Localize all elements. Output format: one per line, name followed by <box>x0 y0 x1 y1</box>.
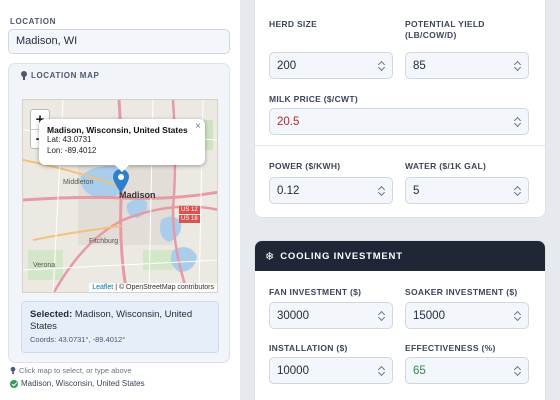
power-value: 0.12 <box>277 185 300 197</box>
effectiveness-input[interactable]: 65 <box>405 357 529 384</box>
location-label: LOCATION <box>10 17 56 26</box>
map-hint: Click map to select, or type above <box>10 366 132 375</box>
popup-lat: Lat: 43.0731 <box>47 135 92 144</box>
map-pin-icon <box>21 71 27 80</box>
potential-yield-value: 85 <box>413 60 426 72</box>
milk-price-input[interactable]: 20.5 <box>269 108 529 135</box>
stepper-icon[interactable] <box>514 60 522 72</box>
map-label-verona: Verona <box>33 262 56 269</box>
check-circle-icon <box>10 379 18 388</box>
map-label-fitchburg: Fitchburg <box>89 238 119 245</box>
soaker-investment-label: SOAKER INVESTMENT ($) <box>405 287 518 297</box>
leaflet-link[interactable]: Leaflet <box>92 284 114 291</box>
installation-value: 10000 <box>277 365 309 377</box>
stepper-icon[interactable] <box>514 365 522 377</box>
location-status-text: Madison, Wisconsin, United States <box>21 379 145 388</box>
divider <box>255 145 545 146</box>
soaker-investment-input[interactable]: 15000 <box>405 302 529 329</box>
map-pin-icon <box>10 366 16 375</box>
cooling-investment-header: ❄ COOLING INVESTMENT <box>255 241 545 271</box>
herd-size-value: 200 <box>277 60 297 72</box>
stepper-icon[interactable] <box>514 185 522 197</box>
herd-size-label: HERD SIZE <box>269 19 318 29</box>
potential-yield-input[interactable]: 85 <box>405 52 529 79</box>
map-attribution: Leaflet | © OpenStreetMap contributors <box>89 283 217 292</box>
location-panel: LOCATION Madison, WI LOCATION MAP <box>0 0 240 400</box>
location-map[interactable]: Middleton Madison Fitchburg Verona US 12… <box>22 99 218 293</box>
water-input[interactable]: 5 <box>405 177 529 204</box>
water-label: WATER ($/1K GAL) <box>405 161 487 171</box>
power-label: POWER ($/KWH) <box>269 161 341 171</box>
effectiveness-value: 65 <box>413 365 426 377</box>
map-hint-text: Click map to select, or type above <box>19 366 132 375</box>
cooling-investment-card: ❄ COOLING INVESTMENT FAN INVESTMENT ($) … <box>254 240 546 400</box>
popup-title: Madison, Wisconsin, United States <box>47 125 188 135</box>
installation-input[interactable]: 10000 <box>269 357 393 384</box>
stepper-icon[interactable] <box>514 116 522 128</box>
water-value: 5 <box>413 185 420 197</box>
milk-price-value: 20.5 <box>277 116 300 128</box>
location-map-card: LOCATION MAP <box>8 63 230 363</box>
selected-value: Madison, Wisconsin, United States <box>30 309 193 332</box>
location-map-header: LOCATION MAP <box>21 71 99 80</box>
selected-location-box: Selected: Madison, Wisconsin, United Sta… <box>21 301 219 353</box>
selected-label: Selected: <box>30 309 73 320</box>
effectiveness-label: EFFECTIVENESS (%) <box>405 343 496 353</box>
stepper-icon[interactable] <box>378 365 386 377</box>
stepper-icon[interactable] <box>378 185 386 197</box>
fan-investment-input[interactable]: 30000 <box>269 302 393 329</box>
location-map-title: LOCATION MAP <box>31 71 100 80</box>
fan-investment-label: FAN INVESTMENT ($) <box>269 287 362 297</box>
power-input[interactable]: 0.12 <box>269 177 393 204</box>
osm-attribution: | © OpenStreetMap contributors <box>115 284 214 291</box>
popup-lon: Lon: -89.4012 <box>47 145 97 155</box>
map-label-us18: US 18 <box>179 215 200 223</box>
soaker-investment-value: 15000 <box>413 310 445 322</box>
herd-size-input[interactable]: 200 <box>269 52 393 79</box>
cooling-investment-title: COOLING INVESTMENT <box>280 250 403 262</box>
location-input[interactable]: Madison, WI <box>8 29 230 54</box>
map-popup: × Madison, Wisconsin, United States Lat:… <box>39 119 205 172</box>
map-label-madison: Madison <box>119 190 156 200</box>
fan-investment-value: 30000 <box>277 310 309 322</box>
snowflake-icon: ❄ <box>265 250 275 263</box>
potential-yield-label: POTENTIAL YIELD (LB/COW/D) <box>405 19 485 40</box>
location-marker-icon[interactable] <box>113 169 129 193</box>
map-label-us12: US 12 <box>179 206 200 214</box>
map-label-middleton: Middleton <box>63 179 94 186</box>
stepper-icon[interactable] <box>378 60 386 72</box>
selected-coords: Coords: 43.0731°, -89.4012° <box>30 335 126 344</box>
stepper-icon[interactable] <box>378 310 386 322</box>
installation-label: INSTALLATION ($) <box>269 343 348 353</box>
popup-close-button[interactable]: × <box>195 121 201 132</box>
farm-inputs-card: HERD SIZE 200 POTENTIAL YIELD (LB/COW/D)… <box>254 0 546 218</box>
stepper-icon[interactable] <box>514 310 522 322</box>
milk-price-label: MILK PRICE ($/CWT) <box>269 94 358 104</box>
location-status: Madison, Wisconsin, United States <box>10 379 145 388</box>
